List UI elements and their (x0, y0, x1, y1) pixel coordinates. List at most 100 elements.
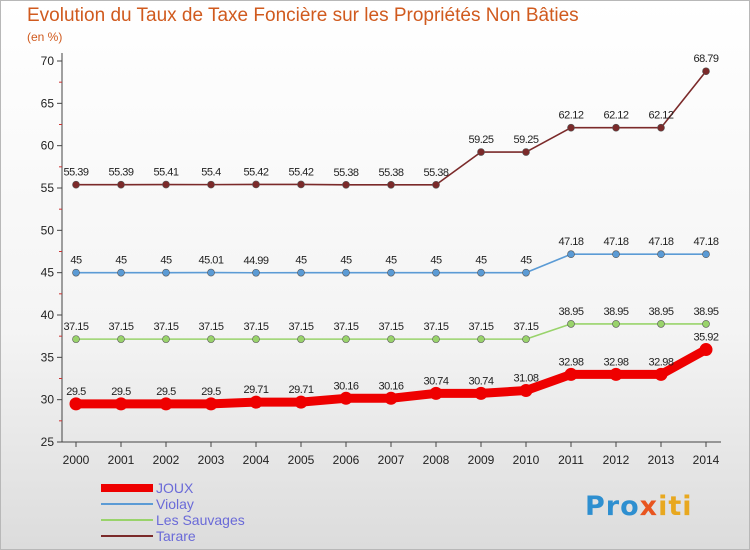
data-label: 45 (385, 255, 397, 267)
data-point (204, 397, 218, 411)
data-label: 45 (340, 255, 352, 267)
data-point (339, 391, 353, 405)
data-label: 32.98 (648, 356, 673, 368)
data-label: 62.12 (558, 110, 583, 122)
data-point (249, 395, 263, 409)
data-label: 55.42 (288, 166, 313, 178)
data-point (432, 180, 440, 189)
y-tick-label: 50 (41, 223, 55, 237)
data-label: 47.18 (693, 236, 718, 248)
data-point (72, 335, 80, 343)
data-point (609, 367, 623, 381)
data-point (252, 180, 260, 189)
data-point (699, 343, 713, 357)
data-point (387, 335, 395, 343)
data-point (702, 67, 710, 76)
data-label: 62.12 (648, 110, 673, 122)
data-point (69, 397, 83, 411)
legend-label: Les Sauvages (156, 512, 245, 528)
x-tick-label: 2002 (153, 453, 180, 467)
data-label: 29.71 (288, 384, 313, 396)
data-label: 29.5 (111, 386, 131, 398)
data-label: 37.15 (63, 321, 88, 333)
data-label: 37.15 (468, 321, 493, 333)
data-point (657, 320, 665, 328)
data-point (72, 268, 80, 277)
logo-part-1: Pro (585, 491, 640, 522)
x-tick-label: 2001 (108, 453, 135, 467)
data-point (612, 320, 620, 328)
data-label: 37.15 (198, 321, 223, 333)
data-point (162, 180, 170, 189)
data-point (564, 367, 578, 381)
data-point (387, 268, 395, 277)
data-point (297, 268, 305, 277)
x-tick-label: 2013 (648, 453, 675, 467)
data-point (477, 335, 485, 343)
data-label: 45 (115, 255, 127, 267)
data-label: 45 (430, 255, 442, 267)
data-label: 30.16 (378, 380, 403, 392)
data-label: 55.4 (201, 167, 221, 179)
data-label: 45.01 (198, 255, 223, 267)
data-label: 37.15 (378, 321, 403, 333)
data-label: 45 (160, 255, 172, 267)
legend-label: JOUX (156, 480, 194, 496)
logo-part-2: x (639, 491, 659, 522)
y-tick-label: 45 (41, 266, 55, 280)
y-tick-label: 55 (41, 181, 55, 195)
data-label: 55.39 (108, 167, 133, 179)
y-tick-label: 60 (41, 139, 55, 153)
legend-label: Tarare (156, 528, 196, 544)
data-label: 55.41 (153, 167, 178, 179)
data-label: 55.38 (423, 167, 448, 179)
data-label: 37.15 (243, 321, 268, 333)
data-label: 55.38 (333, 167, 358, 179)
data-label: 30.74 (423, 375, 448, 387)
data-point (207, 335, 215, 343)
x-tick-label: 2012 (603, 453, 630, 467)
data-point (162, 268, 170, 277)
x-tick-label: 2000 (63, 453, 90, 467)
data-label: 38.95 (558, 306, 583, 318)
data-label: 29.5 (156, 386, 176, 398)
data-label: 37.15 (153, 321, 178, 333)
data-label: 55.39 (63, 167, 88, 179)
data-label: 32.98 (558, 356, 583, 368)
data-point (657, 123, 665, 132)
x-tick-label: 2014 (693, 453, 720, 467)
data-point (342, 180, 350, 189)
logo-part-3: iti (658, 491, 693, 522)
y-tick-label: 70 (41, 54, 55, 68)
y-tick-label: 35 (41, 350, 55, 364)
data-point (207, 268, 215, 277)
data-label: 29.5 (201, 386, 221, 398)
data-label: 59.25 (468, 134, 493, 146)
data-label: 55.42 (243, 166, 268, 178)
data-point (72, 180, 80, 189)
data-point (432, 335, 440, 343)
x-tick-label: 2007 (378, 453, 405, 467)
x-tick-label: 2006 (333, 453, 360, 467)
data-label: 37.15 (333, 321, 358, 333)
x-tick-label: 2011 (558, 453, 584, 467)
data-label: 32.98 (603, 356, 628, 368)
chart-title: Evolution du Taux de Taxe Foncière sur l… (27, 5, 579, 26)
data-point (702, 250, 710, 259)
data-label: 38.95 (693, 306, 718, 318)
data-point (429, 386, 443, 400)
x-tick-label: 2005 (288, 453, 315, 467)
data-point (114, 397, 128, 411)
data-label: 29.71 (243, 384, 268, 396)
data-label: 45 (295, 255, 307, 267)
data-label: 45 (70, 255, 82, 267)
data-label: 31.08 (513, 373, 538, 385)
data-point (567, 123, 575, 132)
y-tick-label: 25 (41, 435, 55, 449)
data-point (252, 268, 260, 277)
data-point (702, 320, 710, 328)
data-point (159, 397, 173, 411)
data-label: 37.15 (513, 321, 538, 333)
data-point (477, 148, 485, 156)
data-point (567, 320, 575, 328)
